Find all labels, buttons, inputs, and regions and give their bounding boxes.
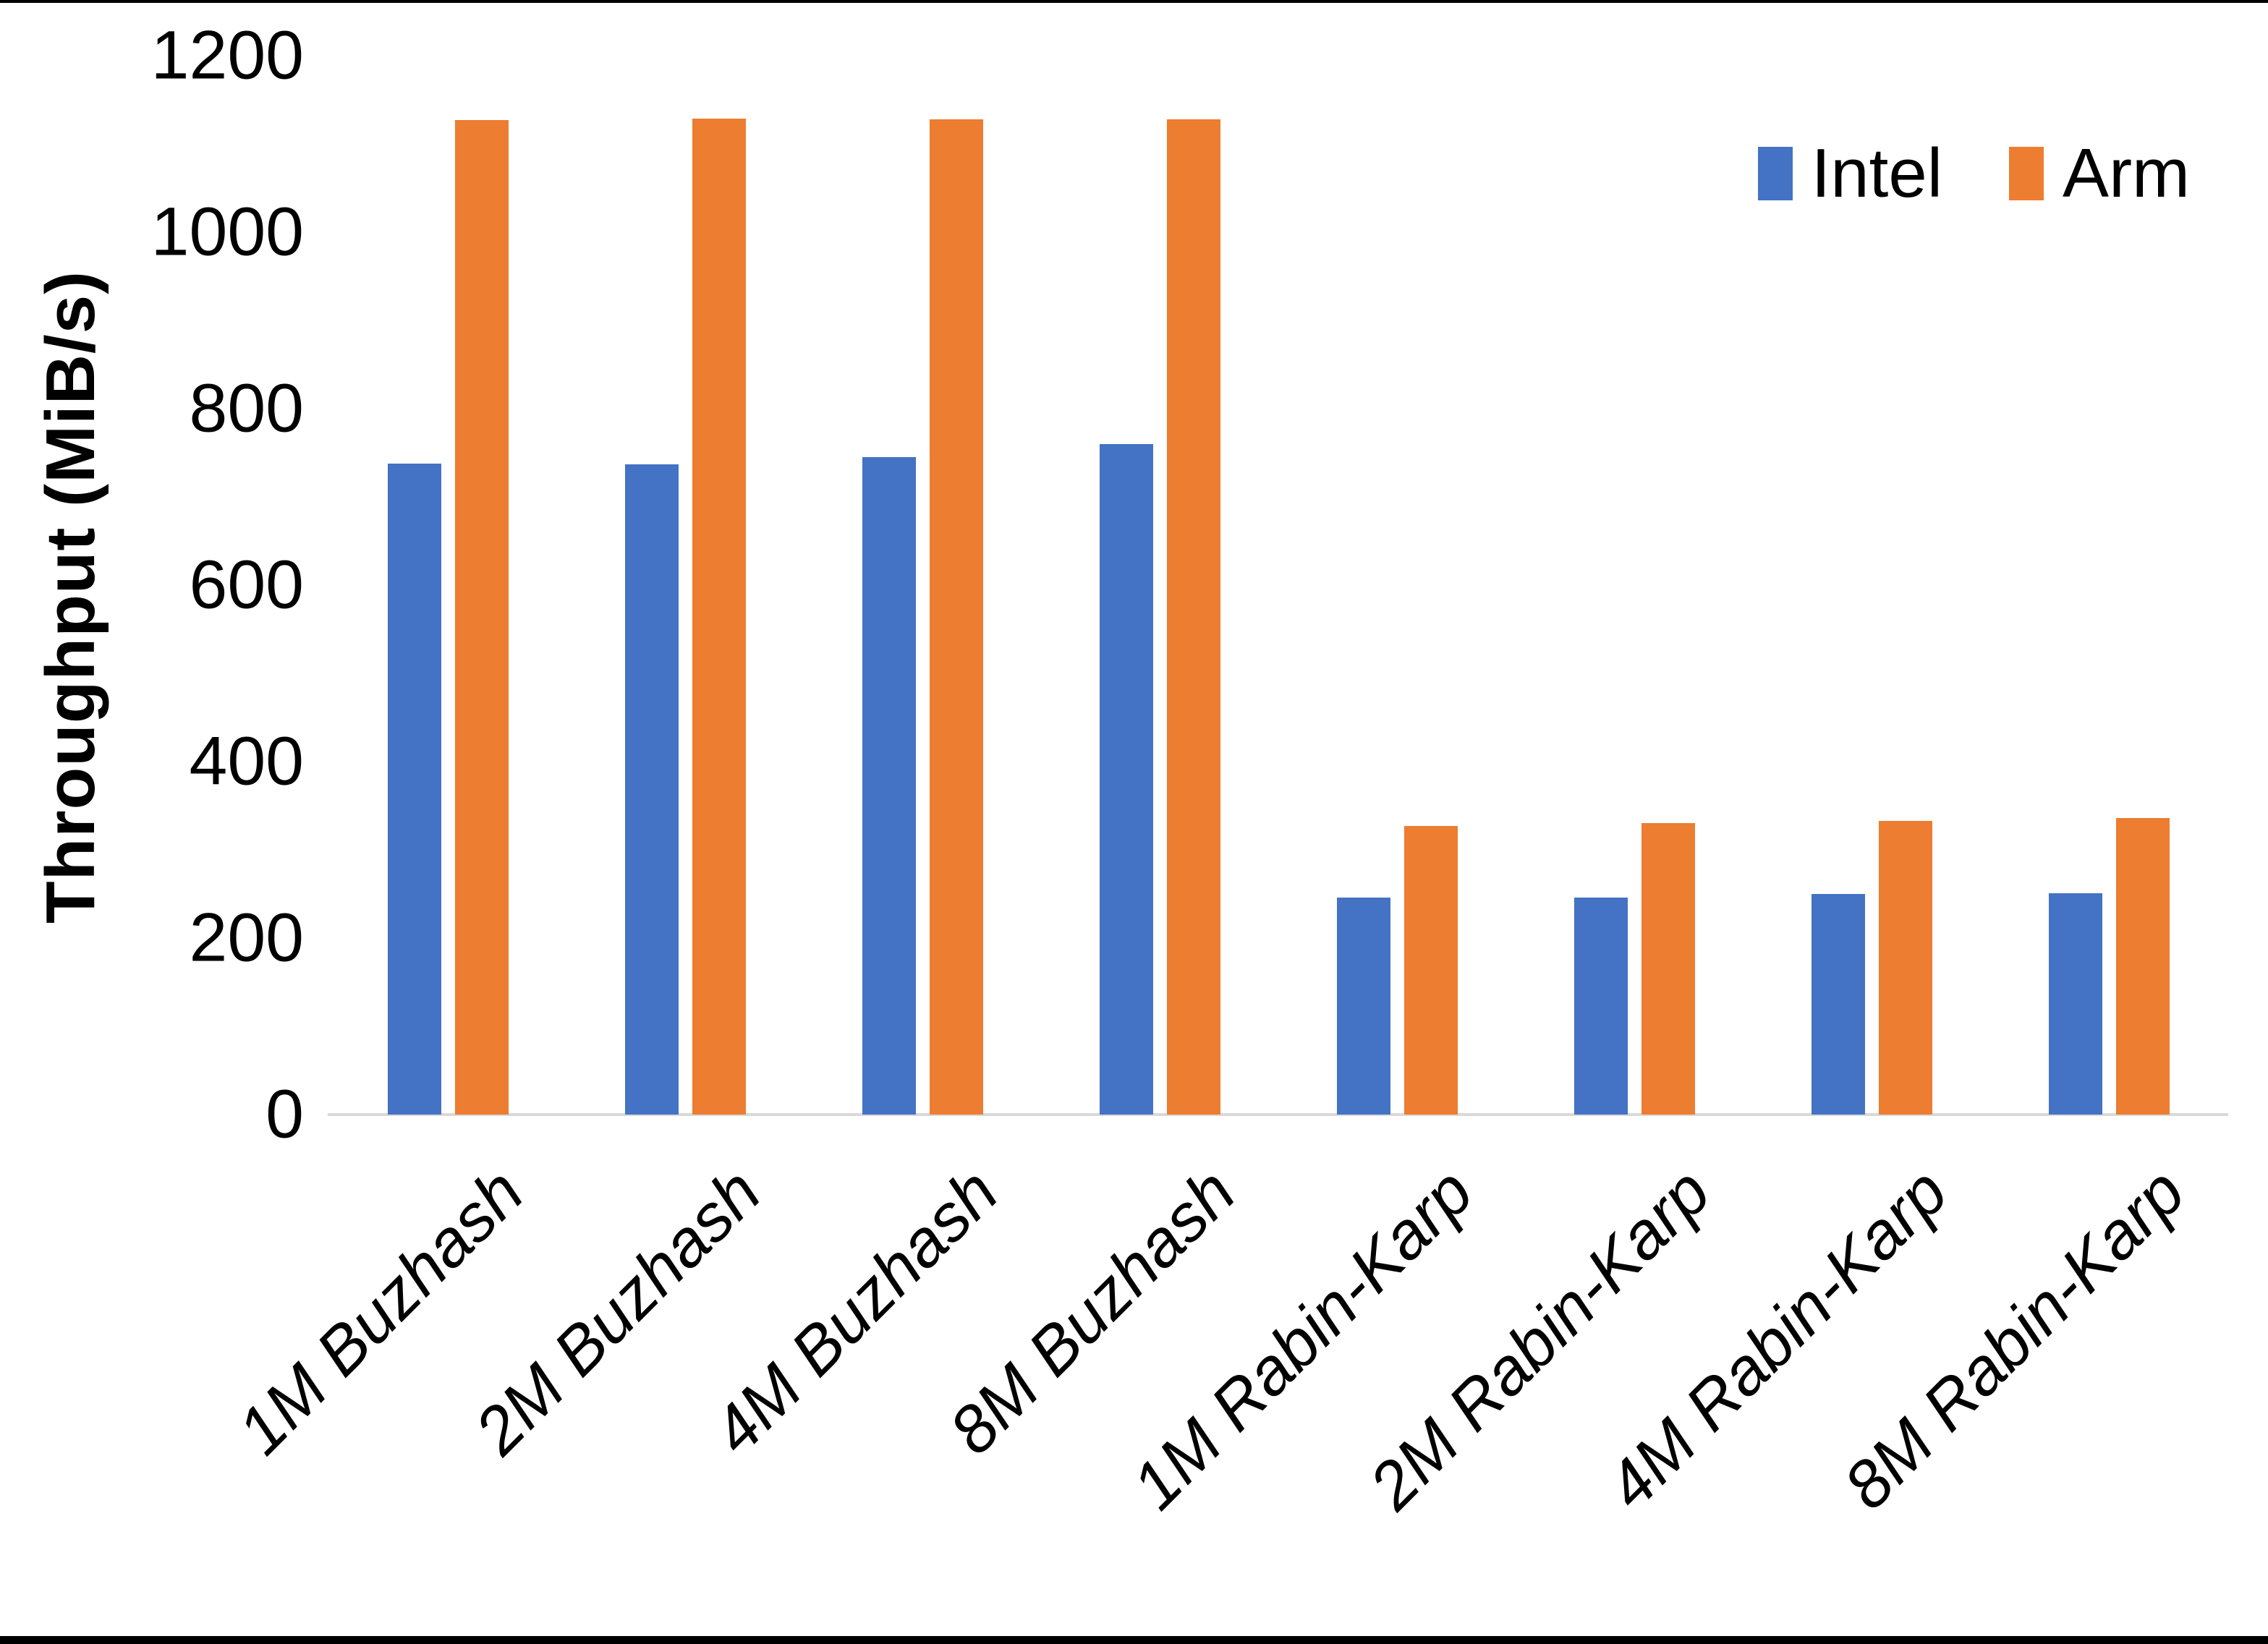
bottom-frame-border [0, 1636, 2268, 1644]
y-tick-600: 600 [189, 546, 304, 623]
bar-arm-1m-buzhash [454, 120, 509, 1115]
bar-arm-2m-rabin-karp [1641, 823, 1696, 1115]
x-label-2m-rabin-karp: 2M Rabin-Karp [1355, 1154, 1725, 1524]
x-label-1m-rabin-karp: 1M Rabin-Karp [1118, 1154, 1487, 1524]
y-tick-200: 200 [189, 899, 304, 976]
bar-group-4m-rabin-karp [1754, 56, 1991, 1115]
bar-arm-2m-buzhash [692, 118, 746, 1115]
legend-label-arm: Arm [2063, 135, 2190, 212]
x-label-4m-buzhash: 4M Buzhash [698, 1154, 1012, 1469]
top-frame-border [0, 0, 2268, 3]
x-label-8m-buzhash: 8M Buzhash [935, 1154, 1250, 1469]
bar-group-1m-buzhash [329, 56, 566, 1115]
legend-item-arm: Arm [2009, 139, 2190, 208]
bar-intel-1m-buzhash [387, 463, 441, 1115]
bar-arm-4m-buzhash [929, 119, 983, 1115]
x-label-1m-buzhash: 1M Buzhash [223, 1154, 538, 1469]
bar-arm-8m-buzhash [1166, 119, 1220, 1115]
bar-group-2m-buzhash [566, 56, 804, 1115]
bar-group-1m-rabin-karp [1279, 56, 1516, 1115]
bar-group-2m-rabin-karp [1516, 56, 1754, 1115]
y-tick-800: 800 [189, 370, 304, 447]
bar-arm-1m-rabin-karp [1404, 826, 1458, 1115]
bar-arm-8m-rabin-karp [2116, 818, 2170, 1115]
bar-intel-2m-buzhash [624, 464, 679, 1115]
y-axis-tick-labels: 0 200 400 600 800 1000 1200 [0, 21, 304, 1149]
intel-series-swatch-icon [1757, 147, 1793, 200]
plot-area [329, 56, 2228, 1115]
bar-intel-8m-buzhash [1099, 443, 1153, 1115]
bar-arm-4m-rabin-karp [1879, 820, 1933, 1115]
legend-item-intel: Intel [1757, 135, 1943, 212]
legend-label-intel: Intel [1811, 135, 1943, 212]
x-axis-baseline [328, 1113, 2228, 1116]
bar-intel-2m-rabin-karp [1574, 897, 1628, 1115]
x-label-8m-rabin-karp: 8M Rabin-Karp [1830, 1154, 2199, 1524]
bar-intel-4m-buzhash [862, 457, 916, 1115]
x-label-2m-buzhash: 2M Buzhash [461, 1154, 775, 1469]
y-tick-0: 0 [266, 1076, 304, 1153]
bar-group-8m-rabin-karp [1991, 56, 2228, 1115]
bar-intel-8m-rabin-karp [2049, 893, 2103, 1115]
bar-intel-1m-rabin-karp [1337, 897, 1391, 1115]
bar-group-8m-buzhash [1041, 56, 1278, 1115]
x-label-4m-rabin-karp: 4M Rabin-Karp [1592, 1154, 1962, 1524]
bar-intel-4m-rabin-karp [1812, 894, 1866, 1115]
y-tick-1200: 1200 [150, 17, 304, 94]
chart-legend: Intel Arm [1757, 135, 2190, 212]
bar-group-4m-buzhash [804, 56, 1041, 1115]
y-tick-400: 400 [189, 723, 304, 800]
y-tick-1000: 1000 [150, 193, 304, 271]
arm-series-swatch-icon [2009, 147, 2044, 200]
